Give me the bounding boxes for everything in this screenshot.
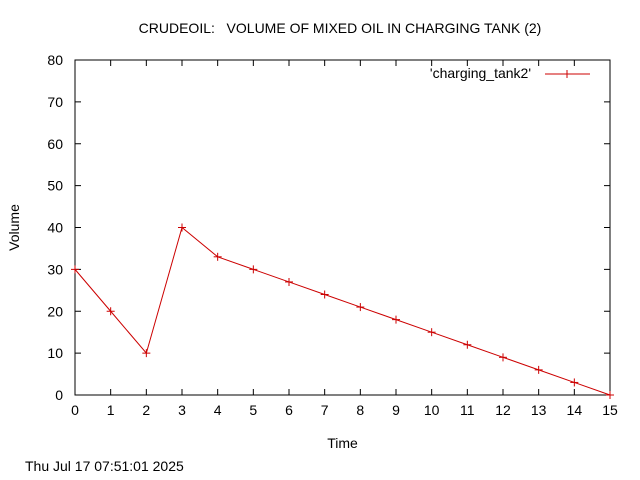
data-point <box>392 315 400 324</box>
data-point <box>106 307 115 316</box>
data-point <box>71 265 79 274</box>
x-tick-label: 7 <box>321 402 329 418</box>
y-tick-label: 60 <box>47 136 63 152</box>
x-tick-label: 15 <box>602 402 618 418</box>
y-tick-label: 70 <box>47 94 63 110</box>
data-point <box>285 277 293 286</box>
plot-frame <box>74 59 611 396</box>
legend-marker <box>563 70 571 78</box>
x-tick-label: 1 <box>107 402 115 418</box>
chart-title: CRUDEOIL: VOLUME OF MIXED OIL IN CHARGIN… <box>139 20 542 36</box>
data-point <box>178 223 186 232</box>
data-point <box>213 252 222 261</box>
series-line <box>74 226 611 396</box>
data-point <box>320 290 329 299</box>
data-point <box>356 303 365 312</box>
data-point <box>463 340 472 349</box>
y-tick-label: 10 <box>47 345 63 361</box>
x-tick-label: 11 <box>460 402 475 418</box>
data-point <box>142 349 151 358</box>
x-tick-label: 6 <box>285 402 293 418</box>
x-tick-label: 9 <box>392 402 400 418</box>
data-point <box>606 391 614 399</box>
x-tick-label: 4 <box>214 402 222 418</box>
x-tick-label: 8 <box>356 402 364 418</box>
y-tick-label: 20 <box>47 303 63 319</box>
data-point <box>499 353 507 362</box>
data-point <box>570 378 579 387</box>
y-tick-label: 50 <box>47 178 63 194</box>
y-axis-label: Volume <box>6 204 22 251</box>
data-point <box>534 365 543 374</box>
x-tick-label: 0 <box>71 402 79 418</box>
legend-marker-symbol <box>563 70 571 78</box>
x-axis-label: Time <box>327 435 358 451</box>
x-tick-label: 13 <box>531 402 547 418</box>
timestamp: Thu Jul 17 07:51:01 2025 <box>25 458 184 474</box>
legend-label: 'charging_tank2' <box>430 65 531 81</box>
x-tick-label: 5 <box>249 402 257 418</box>
x-tick-label: 12 <box>495 402 511 418</box>
y-tick-label: 80 <box>47 52 63 68</box>
y-tick-label: 0 <box>55 387 63 403</box>
y-tick-label: 40 <box>47 220 63 236</box>
legend: 'charging_tank2' <box>430 65 590 81</box>
y-tick-label: 30 <box>47 261 63 277</box>
x-tick-label: 10 <box>424 402 440 418</box>
series-layer <box>71 223 614 399</box>
data-point <box>427 328 436 337</box>
x-axis: 0 1 2 3 4 5 6 7 8 9 10 11 12 13 14 15 <box>71 60 618 418</box>
x-tick-label: 14 <box>567 402 583 418</box>
y-axis: 0 10 20 30 40 50 60 70 80 <box>47 52 610 403</box>
data-point <box>249 265 258 274</box>
x-tick-label: 2 <box>142 402 150 418</box>
x-tick-label: 3 <box>178 402 186 418</box>
